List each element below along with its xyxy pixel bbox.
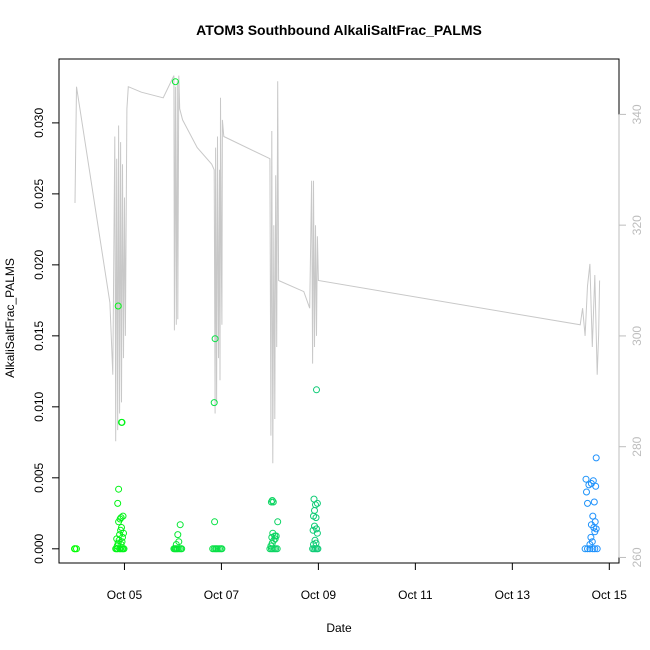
data-point — [114, 499, 122, 507]
x-tick-label: Oct 13 — [495, 588, 531, 602]
data-point — [311, 536, 319, 544]
data-point — [118, 524, 125, 531]
data-point — [268, 497, 276, 504]
x-tick-label: Oct 15 — [592, 588, 628, 602]
data-point — [271, 535, 279, 543]
data-point — [592, 525, 600, 533]
y2-tick-label: 320 — [630, 215, 644, 235]
x-tick-label: Oct 07 — [204, 588, 240, 602]
data-point — [310, 495, 318, 503]
x-tick-label: Oct 05 — [107, 588, 143, 602]
y2-tick-label: 340 — [630, 104, 644, 124]
data-point — [118, 418, 126, 426]
data-point — [114, 302, 122, 310]
data-point — [117, 514, 125, 522]
data-point — [311, 522, 318, 530]
data-point — [592, 454, 600, 462]
data-point — [591, 518, 599, 526]
data-point — [593, 545, 601, 553]
data-point — [590, 498, 598, 506]
data-point — [73, 545, 80, 553]
data-point — [119, 512, 127, 520]
data-point — [267, 498, 275, 506]
y-tick-label: 0.005 — [32, 462, 46, 492]
data-point — [589, 477, 597, 485]
data-point — [309, 526, 317, 534]
altitude-line — [74, 75, 601, 464]
x-axis-label: Date — [326, 621, 352, 635]
data-point — [584, 499, 591, 507]
x-axis: Oct 05 Oct 07 Oct 09 Oct 11 Oct 13 Oct 15 — [107, 563, 628, 602]
x-tick-label: Oct 09 — [301, 588, 337, 602]
data-point — [583, 488, 590, 496]
data-point — [587, 533, 595, 541]
data-point — [175, 538, 183, 546]
y-axis: 0.000 0.005 0.010 0.015 0.020 0.025 0.030 — [32, 108, 59, 564]
data-point — [218, 545, 226, 553]
chart-title: ATOM3 Southbound AlkaliSaltFrac_PALMS — [196, 22, 482, 38]
data-point — [591, 545, 599, 553]
y-tick-label: 0.030 — [32, 108, 46, 138]
data-point — [178, 545, 186, 553]
y2-axis: 260 280 300 320 340 — [618, 104, 644, 568]
data-point — [274, 518, 282, 526]
data-point — [119, 533, 126, 541]
data-point — [589, 512, 597, 520]
x-tick-label: Oct 11 — [398, 588, 433, 602]
data-point — [269, 498, 277, 506]
data-point — [313, 499, 321, 507]
data-point — [582, 475, 590, 483]
data-point — [210, 399, 218, 407]
data-point — [115, 485, 123, 493]
data-point — [71, 545, 78, 553]
scatter-points — [71, 78, 601, 553]
y-tick-label: 0.015 — [32, 320, 46, 350]
data-point — [171, 78, 179, 86]
y-axis-label: AlkaliSaltFrac_PALMS — [3, 258, 17, 378]
data-point — [581, 545, 589, 553]
plot-area — [74, 75, 601, 464]
data-point — [313, 386, 320, 394]
data-point — [272, 532, 280, 540]
data-point — [273, 545, 281, 553]
y2-tick-label: 300 — [630, 326, 644, 346]
y2-tick-label: 280 — [630, 436, 644, 456]
y2-tick-label: 260 — [630, 547, 644, 567]
data-point — [586, 545, 594, 553]
y-tick-label: 0.010 — [32, 391, 46, 421]
y-tick-label: 0.000 — [32, 533, 46, 563]
y-tick-label: 0.020 — [32, 250, 46, 280]
data-point — [211, 518, 219, 526]
data-point — [211, 335, 219, 343]
data-point — [174, 531, 182, 539]
data-point — [176, 521, 184, 529]
data-point — [588, 538, 596, 546]
y-tick-label: 0.025 — [32, 179, 46, 209]
